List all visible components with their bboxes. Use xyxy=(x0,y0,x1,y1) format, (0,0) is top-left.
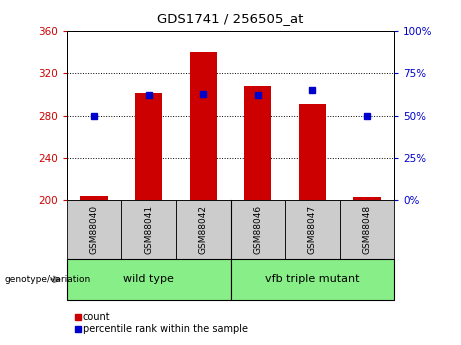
Bar xyxy=(67,259,230,300)
Bar xyxy=(81,196,108,200)
Text: vfb triple mutant: vfb triple mutant xyxy=(265,275,360,284)
Text: GSM88041: GSM88041 xyxy=(144,205,153,254)
Bar xyxy=(285,200,340,259)
Text: GDS1741 / 256505_at: GDS1741 / 256505_at xyxy=(157,12,304,25)
Bar xyxy=(121,200,176,259)
Text: GSM88048: GSM88048 xyxy=(362,205,372,254)
Text: GSM88042: GSM88042 xyxy=(199,205,208,254)
Bar xyxy=(244,86,272,200)
Bar xyxy=(230,259,394,300)
Bar xyxy=(340,200,394,259)
Text: genotype/variation: genotype/variation xyxy=(5,275,91,284)
Text: wild type: wild type xyxy=(123,275,174,284)
Bar xyxy=(189,52,217,200)
Bar xyxy=(67,200,121,259)
Bar xyxy=(135,93,162,200)
Bar xyxy=(230,200,285,259)
Bar xyxy=(353,197,380,200)
Text: percentile rank within the sample: percentile rank within the sample xyxy=(83,325,248,334)
Bar xyxy=(176,200,230,259)
Text: GSM88046: GSM88046 xyxy=(253,205,262,254)
Text: GSM88040: GSM88040 xyxy=(89,205,99,254)
Text: GSM88047: GSM88047 xyxy=(308,205,317,254)
Text: count: count xyxy=(83,313,111,322)
Bar xyxy=(299,104,326,200)
